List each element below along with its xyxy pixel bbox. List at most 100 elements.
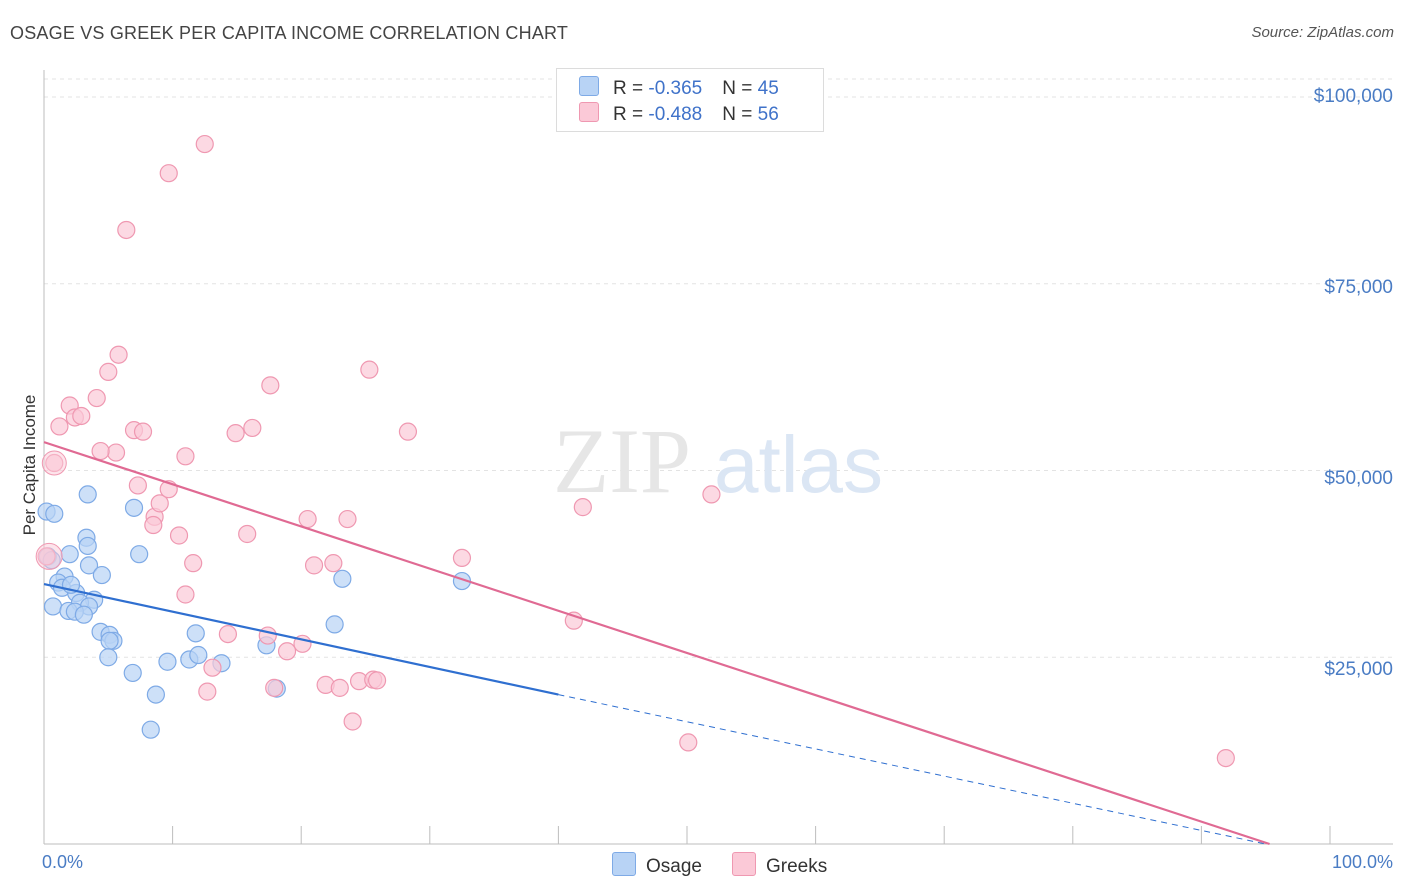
data-point-greeks — [298, 509, 317, 529]
data-point-greeks — [218, 624, 237, 644]
data-point-greeks — [106, 443, 126, 462]
watermark-zip: ZIP — [553, 410, 691, 512]
osage-swatch — [579, 76, 599, 96]
data-point-greeks — [35, 542, 63, 570]
y-tick-label: $100,000 — [1313, 86, 1393, 107]
data-point-greeks — [277, 642, 297, 661]
series-greeks — [35, 134, 1235, 768]
stats-box: R = -0.365 N = 45 R = -0.488 N = 56 — [556, 68, 824, 132]
data-point-osage — [130, 545, 149, 564]
legend-item-osage[interactable]: Osage — [612, 852, 702, 878]
x-tick-label: 0.0% — [42, 852, 84, 872]
data-point-greeks — [91, 441, 110, 461]
data-point-greeks — [184, 554, 203, 573]
y-tick-label: $75,000 — [1324, 277, 1393, 298]
watermark: ZIP atlas — [553, 410, 883, 512]
r-label: R = — [613, 78, 649, 99]
data-point-greeks — [144, 515, 163, 535]
data-point-greeks — [117, 220, 136, 240]
data-point-greeks — [367, 671, 387, 690]
series-osage — [37, 485, 472, 739]
data-point-greeks — [452, 548, 472, 567]
data-point-greeks — [243, 418, 262, 438]
data-point-osage — [100, 631, 119, 650]
data-point-osage — [333, 569, 352, 588]
trend-line-osage — [43, 582, 559, 696]
data-point-greeks — [198, 682, 217, 701]
greeks-swatch — [579, 102, 599, 122]
r-label: R = — [613, 104, 649, 125]
data-point-greeks — [324, 554, 343, 573]
data-point-greeks — [238, 524, 257, 544]
data-point-greeks — [109, 345, 128, 364]
data-point-osage — [141, 720, 160, 739]
data-point-osage — [79, 556, 99, 575]
data-point-osage — [45, 504, 64, 523]
data-point-greeks — [258, 626, 277, 645]
data-point-greeks — [360, 360, 379, 379]
data-point-greeks — [304, 556, 324, 575]
data-point-greeks — [133, 422, 153, 441]
legend-item-greeks[interactable]: Greeks — [732, 852, 827, 878]
data-point-osage — [123, 663, 142, 683]
data-point-greeks — [159, 164, 178, 183]
data-point-osage — [92, 565, 111, 585]
data-point-greeks — [330, 678, 349, 697]
data-point-greeks — [338, 509, 357, 529]
osage-legend-swatch — [612, 852, 636, 876]
data-point-osage — [124, 498, 144, 517]
legend-label: Osage — [646, 856, 702, 877]
data-point-osage — [78, 485, 97, 504]
data-point-osage — [74, 605, 93, 624]
n-label: N = — [722, 78, 758, 99]
data-point-greeks — [169, 526, 189, 545]
data-point-greeks — [203, 658, 222, 677]
legend-label: Greeks — [766, 856, 828, 877]
data-point-greeks — [195, 134, 214, 154]
data-point-greeks — [41, 450, 67, 476]
chart-source: Source: ZipAtlas.com — [1251, 24, 1394, 41]
trend-line-greeks — [43, 441, 1270, 846]
data-point-greeks — [343, 712, 362, 731]
stats-row-greeks: R = -0.488 N = 56 — [579, 102, 779, 126]
data-point-greeks — [261, 376, 280, 395]
data-point-greeks — [226, 424, 245, 443]
data-point-osage — [158, 652, 177, 671]
data-point-osage — [186, 624, 205, 643]
data-point-osage — [60, 545, 79, 564]
data-point-greeks — [176, 585, 195, 604]
data-point-osage — [99, 648, 118, 667]
stats-row-osage: R = -0.365 N = 45 — [579, 76, 779, 100]
data-point-greeks — [150, 494, 169, 513]
watermark-atlas: atlas — [714, 420, 883, 509]
data-point-greeks — [128, 476, 147, 495]
data-point-osage — [43, 597, 63, 616]
greeks-legend-swatch — [732, 852, 756, 876]
data-point-osage — [78, 536, 97, 556]
data-point-greeks — [176, 447, 195, 466]
data-point-greeks — [398, 422, 418, 441]
chart-title: OSAGE VS GREEK PER CAPITA INCOME CORRELA… — [10, 23, 569, 43]
x-tick-label: 100.0% — [1331, 852, 1393, 872]
y-tick-label: $25,000 — [1324, 659, 1393, 680]
n-value: 56 — [757, 104, 779, 125]
r-value: -0.488 — [648, 104, 703, 125]
r-value: -0.365 — [648, 78, 703, 99]
trend-lines — [43, 441, 1270, 846]
y-axis-label: Per Capita Income — [20, 394, 39, 536]
data-point-greeks — [99, 362, 118, 381]
data-point-greeks — [679, 733, 698, 752]
data-point-greeks — [72, 406, 91, 426]
gridlines — [44, 78, 1393, 658]
data-point-osage — [146, 685, 165, 704]
data-point-osage — [325, 615, 344, 634]
trend-line-osage-extension — [558, 694, 1266, 845]
n-label: N = — [722, 104, 758, 125]
data-point-greeks — [265, 678, 284, 697]
data-point-greeks — [50, 417, 69, 436]
data-point-greeks — [87, 388, 106, 408]
y-tick-label: $50,000 — [1324, 468, 1393, 489]
data-point-osage — [189, 645, 208, 665]
data-point-greeks — [702, 485, 721, 504]
